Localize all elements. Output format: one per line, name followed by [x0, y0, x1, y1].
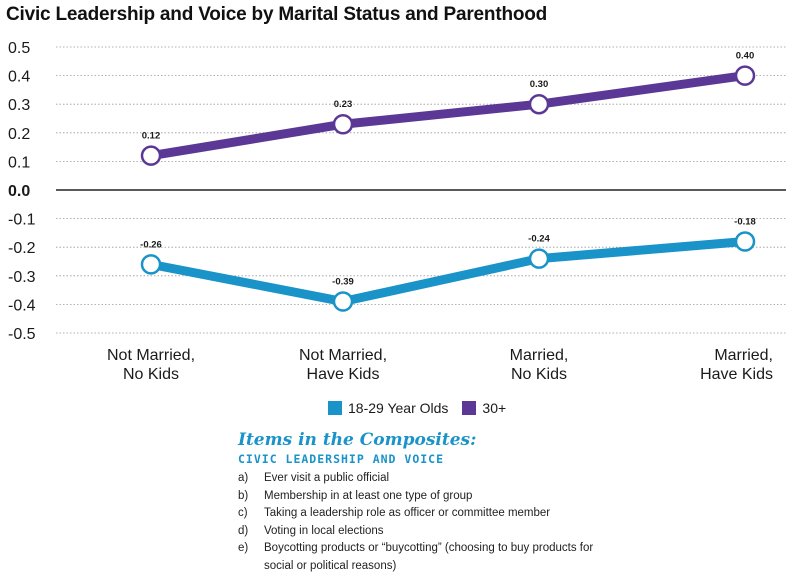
- composites-panel: Items in the Composites: CIVIC LEADERSHI…: [238, 430, 658, 575]
- data-label-young: -0.24: [528, 234, 550, 245]
- composite-item: c) Taking a leadership role as officer or…: [238, 505, 658, 523]
- composite-item: b) Membership in at least one type of gro…: [238, 488, 658, 506]
- chart-title: Civic Leadership and Voice by Marital St…: [6, 4, 548, 25]
- composite-item: a) Ever visit a public official: [238, 470, 658, 488]
- x-tick-line: No Kids: [511, 366, 567, 383]
- data-label-older: 0.40: [736, 51, 755, 62]
- data-point-young: [332, 291, 354, 312]
- y-tick-label: -0.5: [8, 326, 36, 343]
- y-tick-label: -0.3: [8, 269, 36, 286]
- data-label-young: -0.26: [140, 239, 162, 250]
- y-tick-label: 0.1: [8, 154, 30, 171]
- legend-swatch-older: [462, 401, 477, 415]
- series-line-young: [150, 236, 746, 307]
- y-tick-label: -0.2: [8, 240, 36, 257]
- data-point-young: [140, 254, 162, 275]
- composite-text: Taking a leadership role as officer or c…: [264, 507, 551, 519]
- y-tick-label: 0.0: [8, 183, 30, 200]
- legend-item-older: 30+: [462, 400, 506, 416]
- data-label-young: -0.18: [734, 216, 756, 227]
- x-tick-line: Not Married,: [107, 347, 195, 364]
- x-tick-line: No Kids: [123, 366, 179, 383]
- x-tick-line: Have Kids: [307, 366, 380, 383]
- data-point-older: [528, 93, 550, 115]
- data-point-young: [528, 248, 550, 269]
- data-point-older: [140, 145, 162, 166]
- series-line-older: [150, 71, 746, 161]
- data-point-older: [734, 65, 756, 86]
- data-point-older: [332, 113, 354, 135]
- data-label-older: 0.12: [142, 131, 161, 142]
- composite-item: e) Boycotting products or “buycotting” (c…: [238, 540, 658, 575]
- y-tick-label: 0.3: [8, 97, 30, 114]
- x-tick-line: Married,: [714, 347, 773, 364]
- legend-item-young: 18-29 Year Olds: [328, 400, 448, 416]
- legend-label-older: 30+: [482, 400, 507, 416]
- data-point-young: [734, 231, 756, 252]
- x-tick-line: Have Kids: [700, 366, 773, 383]
- data-label-older: 0.30: [530, 79, 549, 90]
- composite-item: d) Voting in local elections: [238, 523, 658, 541]
- data-label-young: -0.39: [332, 277, 354, 288]
- composite-letter: e): [238, 542, 249, 554]
- x-tick-label: Married, No Kids: [510, 347, 569, 383]
- x-tick-line: Married,: [510, 347, 569, 364]
- legend-swatch-young: [328, 401, 342, 415]
- composites-title: Items in the Composites:: [238, 430, 477, 450]
- data-label-older: 0.23: [334, 99, 353, 110]
- x-tick-label: Not Married, Have Kids: [299, 347, 387, 383]
- composites-subtitle: CIVIC LEADERSHIP AND VOICE: [238, 452, 445, 466]
- composite-letter: c): [238, 507, 248, 519]
- composite-letter: d): [238, 524, 249, 537]
- composite-letter: b): [238, 489, 249, 502]
- chart-legend: 18-29 Year Olds 30+: [328, 400, 520, 416]
- composite-text: Membership in at least one type of group: [264, 489, 473, 502]
- x-tick-line: Not Married,: [299, 347, 387, 364]
- composites-list: a) Ever visit a public official b) Members…: [238, 470, 658, 575]
- line-chart: 0.5 0.4 0.3 0.2 0.1 0.0 -0.1 -0.2 -0.3 -0.4 -0.5 N…: [8, 40, 786, 383]
- x-tick-label: Married, Have Kids: [700, 347, 773, 383]
- legend-label-young: 18-29 Year Olds: [348, 400, 449, 416]
- composite-text: Voting in local elections: [264, 524, 384, 537]
- y-tick-label: 0.2: [8, 126, 30, 143]
- y-tick-label: 0.5: [8, 40, 30, 57]
- y-tick-label: -0.1: [8, 212, 36, 229]
- composite-letter: a): [238, 472, 249, 484]
- y-tick-label: 0.4: [8, 69, 30, 86]
- composite-text: Boycotting products or “buycotting” (cho…: [264, 542, 594, 572]
- y-tick-label: -0.4: [8, 297, 36, 314]
- composite-text: Ever visit a public official: [264, 472, 390, 484]
- x-tick-label: Not Married, No Kids: [107, 347, 195, 383]
